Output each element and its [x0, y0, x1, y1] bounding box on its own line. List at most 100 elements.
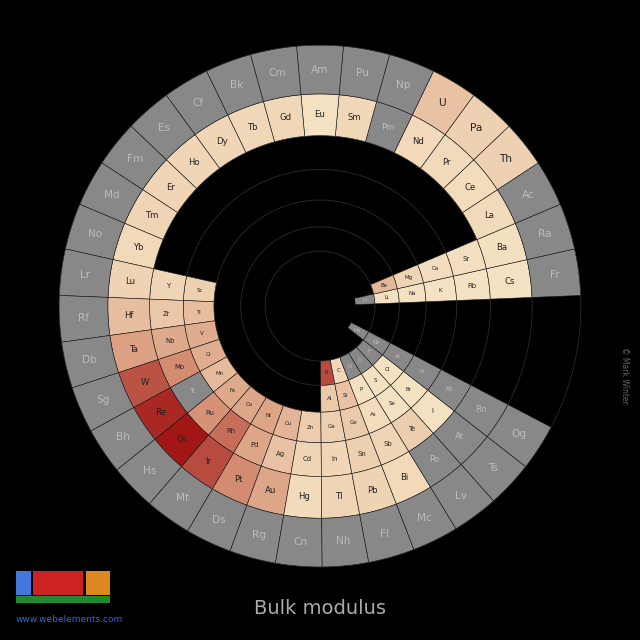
Text: Y: Y: [166, 283, 170, 289]
Text: Hf: Hf: [124, 311, 134, 320]
Polygon shape: [150, 299, 184, 330]
Text: Rh: Rh: [226, 428, 235, 434]
Text: Lu: Lu: [125, 276, 136, 285]
Bar: [15, 571, 31, 595]
Text: Tl: Tl: [335, 492, 342, 501]
Polygon shape: [200, 357, 237, 392]
Text: Ag: Ag: [276, 451, 285, 458]
Polygon shape: [291, 441, 321, 477]
Text: Rb: Rb: [468, 283, 477, 289]
Polygon shape: [371, 275, 397, 294]
Text: Sc: Sc: [196, 288, 203, 292]
Polygon shape: [80, 163, 143, 223]
Polygon shape: [420, 134, 474, 189]
Polygon shape: [394, 115, 445, 168]
Text: Md: Md: [104, 189, 119, 200]
Polygon shape: [409, 433, 461, 487]
Polygon shape: [321, 440, 352, 477]
Text: La: La: [484, 211, 493, 220]
Text: Ar: Ar: [395, 354, 401, 359]
Polygon shape: [381, 452, 431, 504]
Text: Os: Os: [177, 435, 188, 444]
Text: Cl: Cl: [385, 367, 390, 372]
Text: Fe: Fe: [230, 388, 236, 393]
Polygon shape: [91, 408, 155, 470]
Polygon shape: [273, 406, 302, 441]
Text: Sm: Sm: [348, 113, 361, 122]
Polygon shape: [356, 340, 383, 365]
Text: Mn: Mn: [215, 371, 223, 376]
Text: www.webelements.com: www.webelements.com: [15, 614, 123, 623]
Text: Er: Er: [166, 182, 175, 191]
Text: Ds: Ds: [212, 515, 226, 525]
Polygon shape: [301, 94, 339, 136]
Polygon shape: [362, 365, 390, 397]
Text: Ra: Ra: [538, 228, 552, 239]
Polygon shape: [117, 439, 181, 504]
Polygon shape: [158, 349, 200, 388]
Polygon shape: [251, 397, 284, 435]
Text: Ru: Ru: [205, 410, 214, 416]
Polygon shape: [424, 276, 456, 301]
Text: Pt: Pt: [234, 474, 243, 484]
Polygon shape: [275, 515, 322, 567]
Text: Og: Og: [511, 429, 526, 439]
Polygon shape: [296, 45, 344, 95]
Polygon shape: [397, 283, 426, 303]
Text: Cm: Cm: [269, 68, 287, 78]
Polygon shape: [411, 390, 454, 433]
Text: Sb: Sb: [383, 441, 392, 447]
Polygon shape: [190, 339, 227, 371]
Text: Al: Al: [326, 396, 332, 401]
Text: In: In: [332, 456, 338, 462]
Text: B: B: [324, 371, 328, 376]
Text: Lv: Lv: [455, 491, 467, 501]
Polygon shape: [335, 380, 358, 410]
Polygon shape: [330, 357, 349, 384]
Text: Dy: Dy: [216, 138, 227, 147]
Text: Nd: Nd: [412, 138, 424, 147]
Text: W: W: [140, 378, 148, 387]
Text: Ce: Ce: [464, 182, 476, 191]
Text: Rn: Rn: [475, 405, 486, 414]
Text: Fm: Fm: [127, 154, 143, 164]
Polygon shape: [131, 95, 195, 160]
Text: U: U: [438, 98, 445, 108]
Polygon shape: [375, 385, 411, 423]
Polygon shape: [322, 515, 369, 567]
Polygon shape: [143, 160, 196, 212]
Text: Th: Th: [499, 154, 512, 164]
Text: I: I: [431, 408, 433, 414]
Polygon shape: [453, 269, 490, 301]
Text: Nb: Nb: [166, 338, 175, 344]
Polygon shape: [209, 410, 251, 453]
Polygon shape: [369, 423, 409, 465]
Text: Cf: Cf: [193, 98, 204, 108]
Polygon shape: [527, 249, 580, 298]
Text: Hs: Hs: [143, 465, 157, 476]
Polygon shape: [383, 343, 414, 371]
Polygon shape: [151, 325, 190, 360]
Text: P: P: [360, 387, 363, 392]
Text: Db: Db: [82, 355, 97, 365]
Polygon shape: [391, 408, 433, 452]
Polygon shape: [354, 294, 375, 305]
Text: At: At: [455, 433, 464, 442]
Polygon shape: [433, 411, 487, 465]
Text: Si: Si: [343, 393, 348, 397]
Text: Co: Co: [246, 403, 253, 407]
Polygon shape: [321, 384, 340, 412]
Text: Np: Np: [396, 80, 411, 90]
Polygon shape: [364, 332, 390, 355]
Text: Hg: Hg: [298, 492, 310, 501]
Polygon shape: [261, 435, 296, 474]
Polygon shape: [340, 353, 362, 380]
Text: C: C: [337, 368, 340, 373]
Polygon shape: [335, 95, 376, 142]
Text: Fr: Fr: [550, 270, 559, 280]
Polygon shape: [284, 474, 322, 518]
Text: Kr: Kr: [419, 369, 425, 374]
Polygon shape: [321, 474, 360, 518]
Text: Ti: Ti: [196, 310, 201, 314]
Polygon shape: [349, 374, 375, 405]
